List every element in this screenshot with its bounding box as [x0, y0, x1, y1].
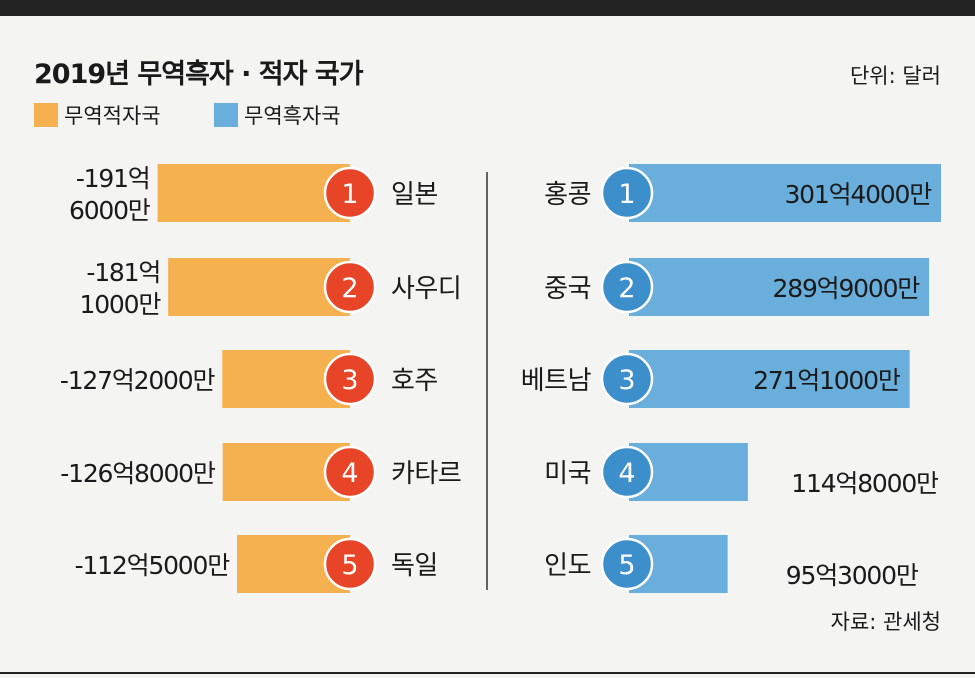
surplus-rank-label: 5 [618, 550, 635, 581]
deficit-value-label: -126억8000만 [60, 459, 216, 488]
surplus-bar [629, 164, 941, 222]
top-bar [0, 0, 975, 16]
surplus-rank-label: 1 [618, 179, 635, 210]
surplus-bar [629, 350, 910, 408]
legend-swatch-deficit [34, 103, 58, 127]
surplus-rank-circle [600, 166, 654, 220]
surplus-bar [629, 258, 930, 316]
deficit-rank-label: 5 [341, 550, 358, 581]
surplus-value-label: 289억9000만 [773, 274, 921, 303]
surplus-value-label: 301억4000만 [784, 180, 932, 209]
deficit-value-label: -127억2000만 [60, 366, 216, 395]
deficit-rank-circle [323, 537, 377, 591]
unit-label: 단위: 달러 [849, 64, 941, 88]
surplus-country-label: 인도 [544, 551, 591, 581]
source-label: 자료: 관세청 [830, 610, 941, 634]
bottom-rule [0, 672, 975, 674]
surplus-rank-circle [600, 537, 654, 591]
surplus-rank-label: 2 [618, 273, 635, 304]
surplus-rank-label: 4 [618, 458, 635, 489]
deficit-value-label: 1000만 [80, 290, 162, 319]
legend-item-deficit: 무역적자국 [34, 100, 161, 130]
deficit-rank-label: 1 [341, 179, 358, 210]
surplus-country-label: 미국 [544, 459, 591, 489]
deficit-value-label: 6000만 [69, 196, 151, 225]
deficit-value-label: -112억5000만 [75, 551, 231, 580]
deficit-rank-label: 4 [341, 458, 358, 489]
surplus-rank-label: 3 [618, 365, 635, 396]
surplus-country-label: 홍콩 [544, 180, 591, 210]
legend-label-surplus: 무역흑자국 [244, 104, 341, 128]
deficit-rank-circle [323, 166, 377, 220]
deficit-rank-label: 3 [341, 365, 358, 396]
deficit-value-label: -191억 [76, 164, 150, 193]
deficit-rank-label: 2 [341, 273, 358, 304]
deficit-country-label: 카타르 [391, 459, 461, 489]
legend-item-surplus: 무역흑자국 [214, 100, 341, 130]
legend-swatch-surplus [214, 103, 238, 127]
deficit-country-label: 호주 [391, 366, 438, 396]
surplus-value-label: 271억1000만 [753, 366, 901, 395]
deficit-rank-circle [323, 445, 377, 499]
surplus-rank-circle [600, 445, 654, 499]
deficit-rank-circle [323, 260, 377, 314]
surplus-country-label: 베트남 [521, 366, 592, 396]
deficit-bar [168, 258, 350, 316]
deficit-value-label: -181억 [86, 258, 160, 287]
deficit-country-label: 독일 [391, 551, 438, 581]
surplus-rank-circle [600, 352, 654, 406]
deficit-country-label: 사우디 [391, 274, 461, 304]
legend-label-deficit: 무역적자국 [64, 104, 161, 128]
surplus-value-label: 114억8000만 [791, 469, 939, 498]
surplus-country-label: 중국 [544, 274, 591, 304]
deficit-country-label: 일본 [391, 180, 438, 210]
surplus-value-label: 95억3000만 [786, 561, 919, 590]
chart-title: 2019년 무역흑자 · 적자 국가 [34, 59, 364, 90]
deficit-bar [157, 164, 350, 222]
deficit-rank-circle [323, 352, 377, 406]
surplus-rank-circle [600, 260, 654, 314]
